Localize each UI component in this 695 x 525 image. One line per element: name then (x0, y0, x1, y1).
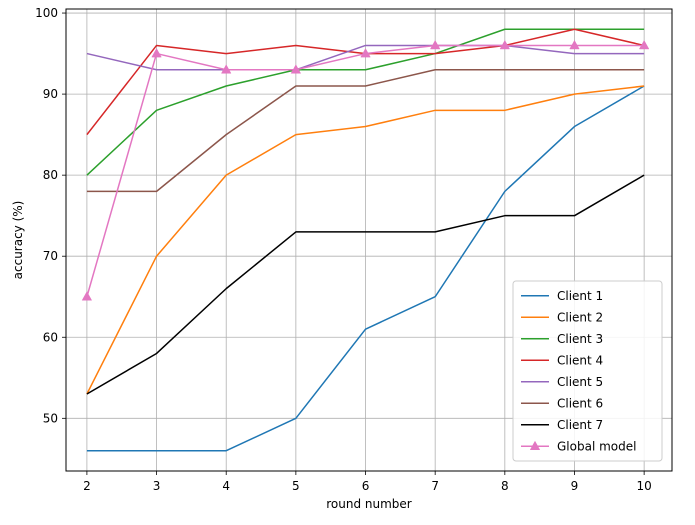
y-tick-label: 70 (43, 249, 58, 263)
legend-label: Client 6 (557, 396, 603, 410)
data-point-marker (569, 39, 580, 50)
series-line (86, 69, 645, 193)
x-tick-label: 4 (222, 479, 230, 493)
data-point-marker (221, 64, 232, 74)
data-point-marker (81, 291, 93, 301)
series-global-model (81, 39, 650, 301)
legend-item: Client 1 (521, 289, 603, 303)
legend-item: Client 7 (521, 418, 603, 432)
legend-label: Client 1 (557, 289, 603, 303)
series-line (86, 28, 645, 176)
y-tick-label: 80 (43, 168, 58, 182)
y-tick-label: 50 (43, 411, 58, 425)
ticks-layer: 2 3 4 5 6 7 8 9 10 50 60 70 80 90 100 (35, 6, 652, 493)
series-client-7 (86, 174, 645, 395)
series-line (86, 44, 645, 71)
series-layer (81, 28, 650, 452)
x-tick-label: 2 (83, 479, 91, 493)
data-point-marker (638, 39, 650, 50)
data-point-marker (429, 39, 441, 50)
x-tick-label: 8 (501, 479, 509, 493)
series-line (86, 174, 645, 395)
x-tick-label: 7 (431, 479, 439, 493)
series-line (86, 85, 645, 395)
legend-marker (529, 440, 541, 450)
series-client-6 (86, 69, 645, 193)
y-tick-label: 60 (43, 330, 58, 344)
legend-label: Global model (557, 439, 636, 453)
series-client-1 (86, 85, 645, 452)
plot-frame (65, 8, 673, 472)
series-line (86, 85, 645, 452)
legend: Client 1 Client 2 Client 3 Client 4 Client 5… (512, 280, 663, 462)
data-point-marker (151, 48, 162, 58)
x-tick-label: 10 (636, 479, 651, 493)
series-client-2 (86, 85, 645, 395)
data-point-marker (290, 64, 302, 74)
data-point-marker (499, 39, 511, 50)
series-client-5 (86, 44, 645, 71)
legend-item: Client 3 (521, 332, 603, 346)
legend-item: Client 2 (521, 310, 603, 324)
legend-label: Client 3 (557, 332, 603, 346)
x-tick-label: 6 (362, 479, 370, 493)
legend-item: Client 5 (521, 375, 603, 389)
x-axis-label: round number (326, 497, 412, 511)
y-tick-label: 90 (43, 87, 58, 101)
legend-item: Client 6 (521, 396, 603, 410)
legend-label: Client 4 (557, 353, 603, 367)
legend-item: Client 4 (521, 353, 603, 367)
legend-label: Client 5 (557, 375, 603, 389)
x-tick-label: 5 (292, 479, 300, 493)
y-tick-label: 100 (35, 6, 58, 20)
x-tick-label: 3 (153, 479, 161, 493)
series-client-3 (86, 28, 645, 176)
legend-box (512, 280, 663, 462)
y-axis-label: accuracy (%) (11, 201, 25, 280)
grid-layer (66, 9, 672, 471)
legend-label: Client 7 (557, 418, 603, 432)
x-tick-label: 9 (571, 479, 579, 493)
data-point-marker (360, 48, 371, 58)
legend-item: Global model (521, 439, 636, 453)
legend-label: Client 2 (557, 310, 603, 324)
